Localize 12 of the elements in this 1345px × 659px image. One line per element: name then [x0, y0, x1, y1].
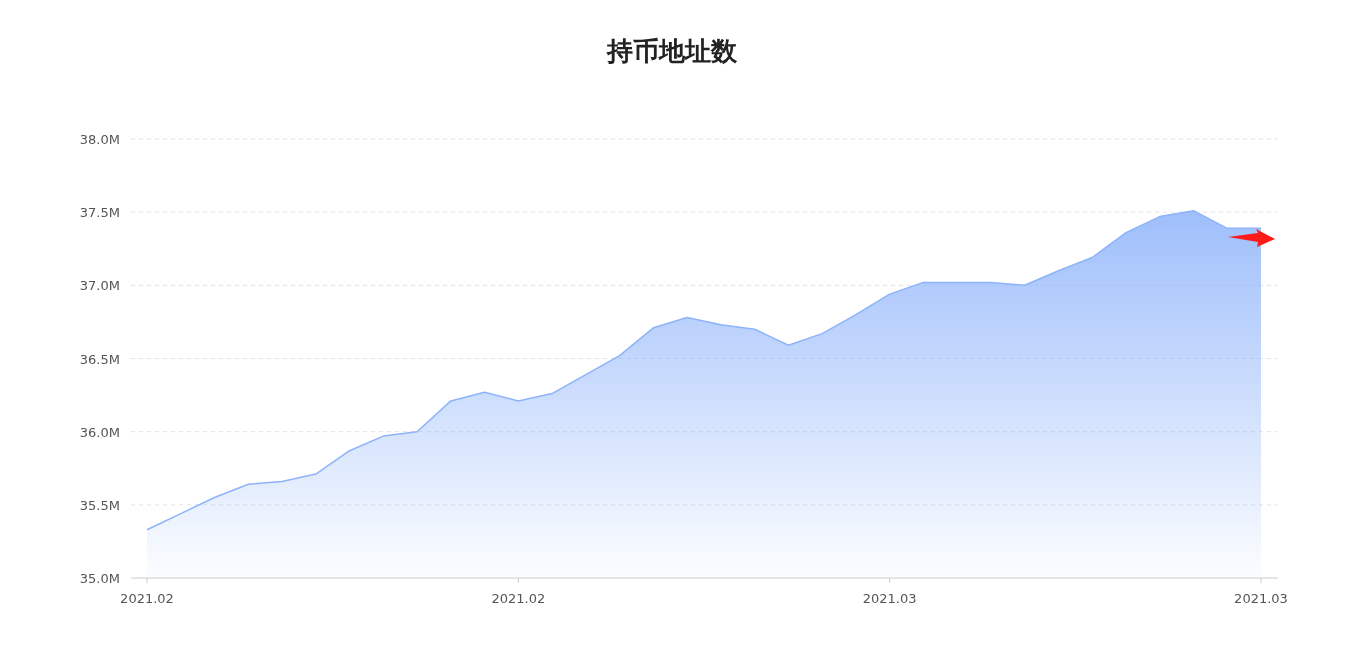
x-tick-label: 2021.03 — [1234, 591, 1288, 606]
y-tick-label: 35.5M — [79, 497, 120, 513]
y-tick-label: 36.5M — [79, 351, 120, 367]
y-tick-label: 37.5M — [79, 205, 120, 221]
x-tick-label: 2021.02 — [120, 591, 174, 606]
y-tick-label: 37.0M — [79, 278, 120, 294]
x-tick-label: 2021.03 — [862, 591, 917, 606]
x-tick-label: 2021.02 — [491, 591, 546, 606]
y-tick-label: 36.0M — [79, 424, 120, 440]
y-tick-label: 35.0M — [79, 571, 120, 586]
chart-title: 持币地址数 — [606, 36, 738, 66]
y-tick-label: 38.0M — [79, 132, 120, 147]
